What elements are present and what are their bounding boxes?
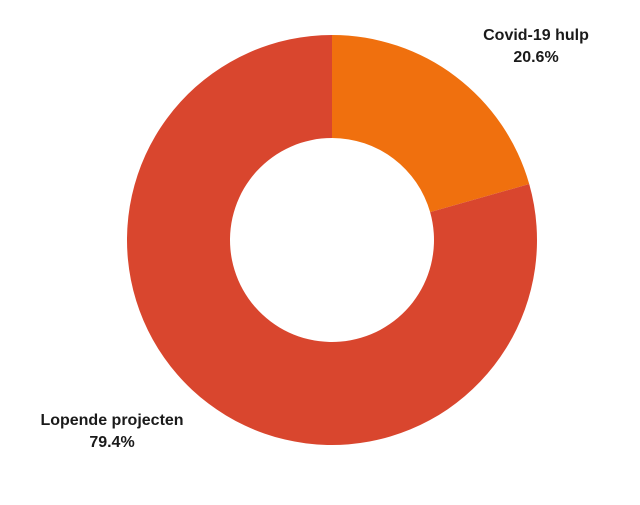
donut-slice-covid xyxy=(332,35,530,213)
donut-slice-lopende xyxy=(127,35,538,445)
slice-label-covid: Covid-19 hulp 20.6% xyxy=(476,25,596,69)
slice-label-lopende-value: 79.4% xyxy=(89,434,135,451)
slice-label-lopende-name: Lopende projecten xyxy=(40,412,184,429)
slice-label-covid-value: 20.6% xyxy=(513,49,559,66)
slice-label-lopende: Lopende projecten 79.4% xyxy=(22,410,202,454)
slice-label-covid-name: Covid-19 hulp xyxy=(483,27,589,44)
